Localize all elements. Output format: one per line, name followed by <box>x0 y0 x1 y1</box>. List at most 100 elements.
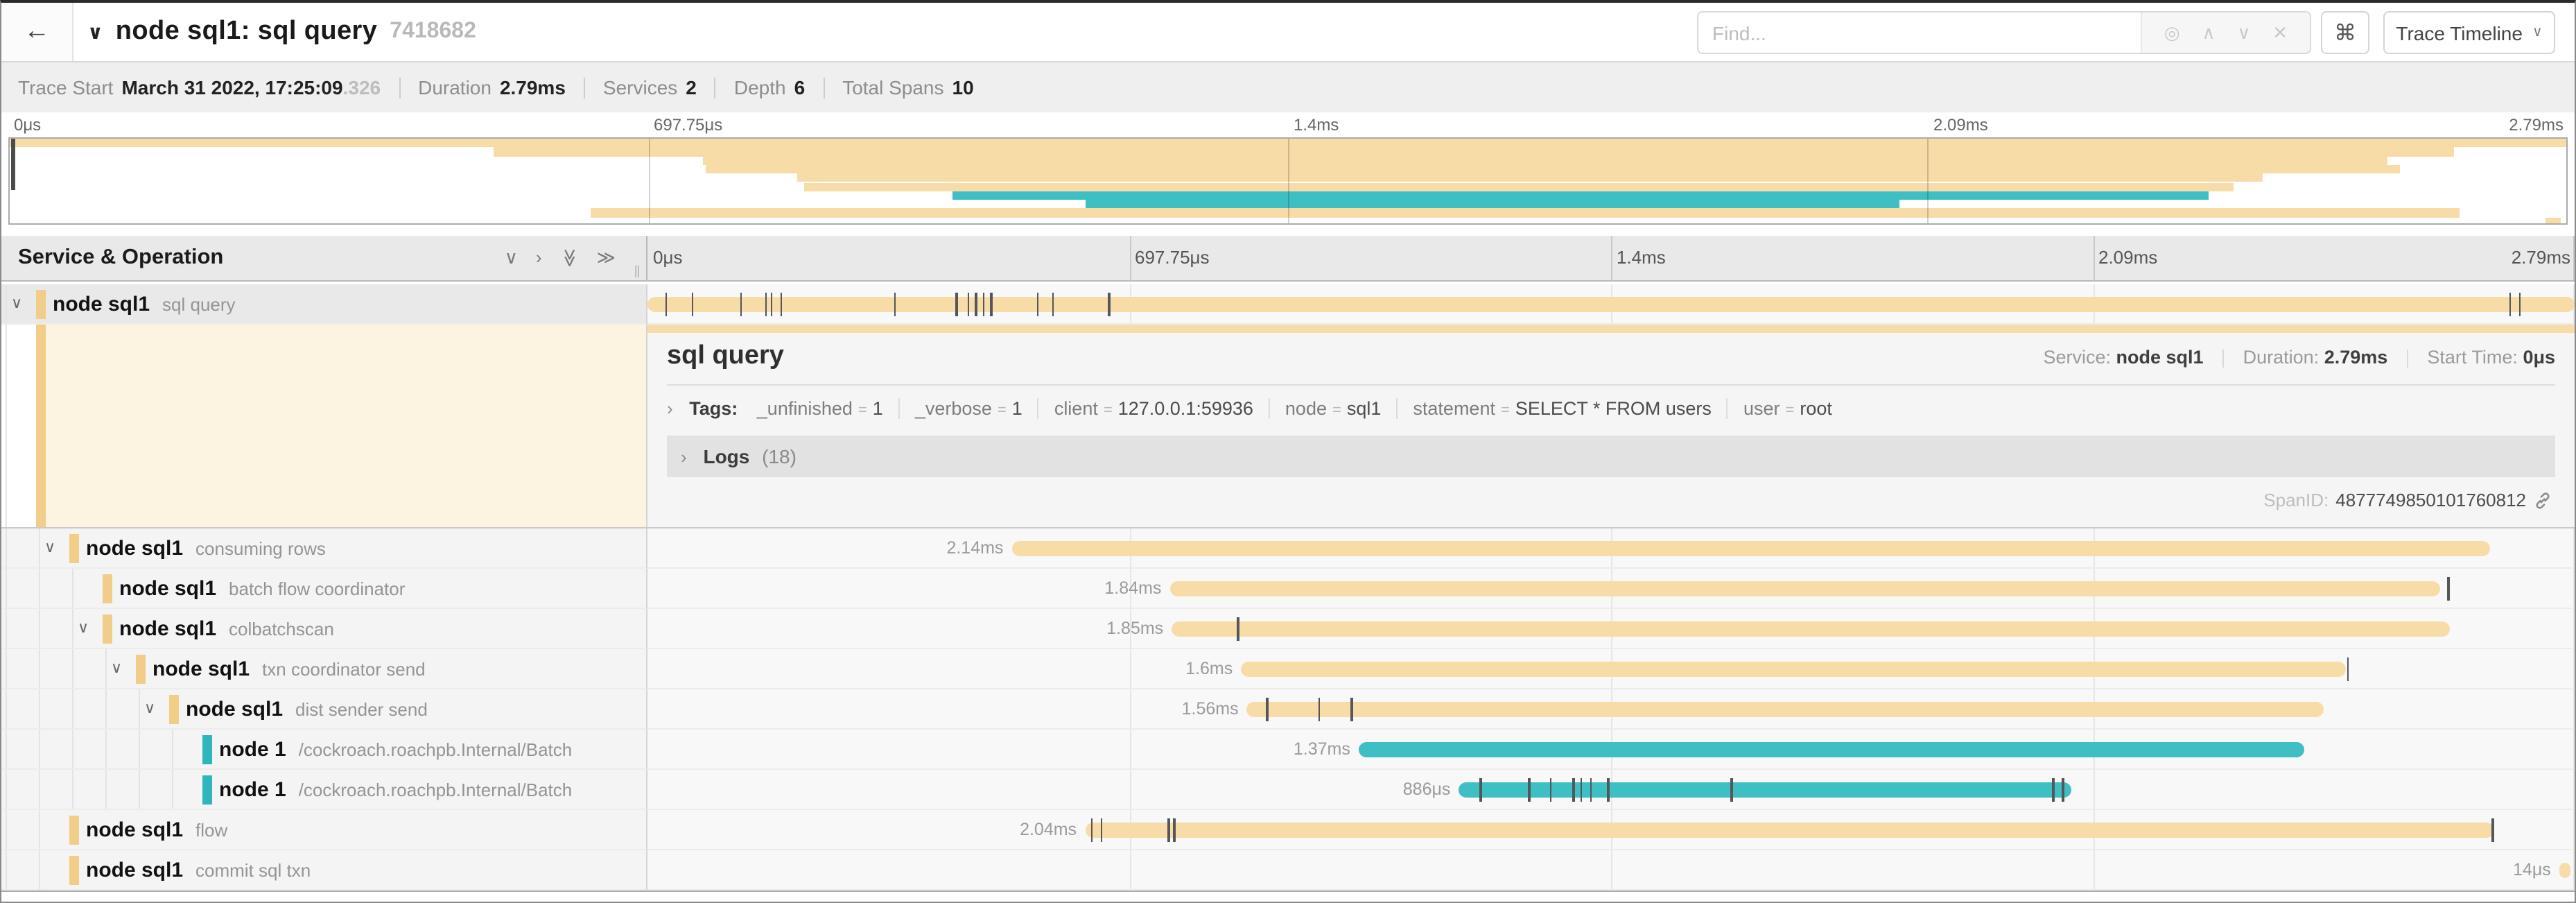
span-bar-cell[interactable]: 886μs <box>647 770 2575 810</box>
span-bar[interactable] <box>1011 541 2490 556</box>
span-bar[interactable] <box>1358 742 2305 757</box>
span-bar-cell[interactable] <box>647 284 2575 325</box>
log-marker-tick[interactable] <box>2509 293 2512 316</box>
log-marker-tick[interactable] <box>1090 818 1093 842</box>
log-marker-tick[interactable] <box>2062 778 2064 802</box>
span-row[interactable]: node sql1 commit sql txn 14μs <box>1 850 2575 891</box>
log-marker-tick[interactable] <box>967 293 970 316</box>
chevron-down-icon[interactable]: ∨ <box>143 700 156 717</box>
span-bar[interactable] <box>1459 782 2072 798</box>
span-bar[interactable] <box>647 297 2575 312</box>
log-marker-tick[interactable] <box>691 293 694 316</box>
minimap-canvas[interactable] <box>8 137 2568 225</box>
span-bar[interactable] <box>1169 581 2440 596</box>
log-marker-tick[interactable] <box>1572 778 1575 802</box>
span-row[interactable]: ∨ node sql1 sql query <box>1 284 2575 325</box>
log-marker-tick[interactable] <box>1266 698 1269 721</box>
log-marker-tick[interactable] <box>1350 698 1353 721</box>
log-marker-tick[interactable] <box>1590 778 1592 802</box>
log-marker-tick[interactable] <box>2491 818 2494 842</box>
log-marker-tick[interactable] <box>780 293 783 316</box>
span-name-cell[interactable]: node sql1 commit sql txn <box>1 850 647 891</box>
minimap-viewport-handle[interactable] <box>11 139 15 190</box>
log-marker-tick[interactable] <box>770 293 773 316</box>
log-marker-tick[interactable] <box>894 293 896 316</box>
span-bar-cell[interactable]: 2.04ms <box>647 810 2575 850</box>
find-clear-icon[interactable]: ✕ <box>2272 22 2288 42</box>
span-bar-cell[interactable]: 14μs <box>647 850 2575 891</box>
expand-one-icon[interactable]: › <box>535 247 542 268</box>
span-row[interactable]: ∨ node sql1 txn coordinator send 1.6ms <box>1 649 2575 689</box>
logs-row[interactable]: › Logs (18) <box>667 436 2555 477</box>
log-marker-tick[interactable] <box>740 293 742 316</box>
span-row[interactable]: ∨ node sql1 dist sender send 1.56ms <box>1 689 2575 730</box>
span-row[interactable]: node sql1 batch flow coordinator 1.84ms <box>1 569 2575 609</box>
chevron-down-icon[interactable]: ∨ <box>110 660 123 677</box>
collapse-trace-chevron-icon[interactable]: ∨ <box>87 20 103 42</box>
log-marker-tick[interactable] <box>2447 577 2450 601</box>
span-name-cell[interactable]: ∨ node sql1 colbatchscan <box>1 609 647 649</box>
collapse-one-icon[interactable]: ∨ <box>504 247 518 268</box>
span-row[interactable]: node sql1 flow 2.04ms <box>1 810 2575 850</box>
span-row[interactable]: node 1/cockroach.roachpb.Internal/Batch 8… <box>1 770 2575 810</box>
keyboard-shortcuts-button[interactable]: ⌘ <box>2321 11 2369 54</box>
find-next-icon[interactable]: ∨ <box>2237 22 2251 42</box>
log-marker-tick[interactable] <box>990 293 993 316</box>
span-name-cell[interactable]: node sql1 batch flow coordinator <box>1 569 647 609</box>
log-marker-tick[interactable] <box>1100 818 1103 842</box>
chevron-down-icon[interactable]: ∨ <box>77 620 89 637</box>
log-marker-tick[interactable] <box>1580 778 1583 802</box>
tags-row[interactable]: › Tags: _unfinished = 1 _verbose = 1 client = 12… <box>667 386 2555 430</box>
span-bar-cell[interactable]: 1.84ms <box>647 569 2575 609</box>
span-name-cell[interactable]: node sql1 flow <box>1 810 647 850</box>
log-marker-tick[interactable] <box>1549 778 1551 802</box>
span-bar[interactable] <box>2559 863 2571 878</box>
expand-all-icon[interactable]: ≫ <box>596 247 616 268</box>
log-marker-tick[interactable] <box>982 293 985 316</box>
log-marker-tick[interactable] <box>1479 778 1482 802</box>
span-name-cell[interactable]: node 1/cockroach.roachpb.Internal/Batch <box>1 730 647 770</box>
collapse-all-icon[interactable]: ≫ <box>559 248 581 268</box>
span-name-cell[interactable]: node 1/cockroach.roachpb.Internal/Batch <box>1 770 647 810</box>
span-bar-cell[interactable]: 2.14ms <box>647 528 2575 569</box>
log-marker-tick[interactable] <box>765 293 767 316</box>
log-marker-tick[interactable] <box>1052 293 1054 316</box>
log-marker-tick[interactable] <box>955 293 958 316</box>
log-marker-tick[interactable] <box>1167 818 1170 842</box>
span-row[interactable]: ∨ node sql1 colbatchscan 1.85ms <box>1 609 2575 649</box>
log-marker-tick[interactable] <box>1318 698 1321 721</box>
log-marker-tick[interactable] <box>1108 293 1111 316</box>
log-marker-tick[interactable] <box>1528 778 1531 802</box>
span-bar-cell[interactable]: 1.37ms <box>647 730 2575 770</box>
span-bar[interactable] <box>1241 662 2346 677</box>
log-marker-tick[interactable] <box>1607 778 1610 802</box>
back-button[interactable]: ← <box>1 3 73 61</box>
span-name-cell[interactable]: ∨ node sql1 txn coordinator send <box>1 649 647 689</box>
chevron-down-icon[interactable]: ∨ <box>10 295 23 312</box>
span-bar[interactable] <box>1085 823 2494 838</box>
span-name-cell[interactable]: ∨ node sql1 sql query <box>1 284 647 325</box>
log-marker-tick[interactable] <box>1173 818 1176 842</box>
log-marker-tick[interactable] <box>1730 778 1733 802</box>
log-marker-tick[interactable] <box>665 293 667 316</box>
find-prev-icon[interactable]: ∧ <box>2202 22 2216 42</box>
span-row[interactable]: node 1/cockroach.roachpb.Internal/Batch 1… <box>1 730 2575 770</box>
column-resizer-grip[interactable]: ‖ <box>634 262 641 282</box>
view-selector-button[interactable]: Trace Timeline ∨ <box>2383 11 2555 54</box>
link-icon[interactable] <box>2533 490 2552 510</box>
span-bar-cell[interactable]: 1.85ms <box>647 609 2575 649</box>
span-row[interactable]: ∨ node sql1 consuming rows 2.14ms <box>1 528 2575 569</box>
span-bar[interactable] <box>1172 621 2450 637</box>
chevron-down-icon[interactable]: ∨ <box>44 540 56 556</box>
log-marker-tick[interactable] <box>1237 617 1239 641</box>
span-name-cell[interactable]: ∨ node sql1 consuming rows <box>1 528 647 569</box>
locate-icon[interactable]: ◎ <box>2164 22 2180 42</box>
log-marker-tick[interactable] <box>2052 778 2055 802</box>
span-bar-cell[interactable]: 1.6ms <box>647 649 2575 689</box>
span-bar[interactable] <box>1246 702 2324 717</box>
span-bar-cell[interactable]: 1.56ms <box>647 689 2575 730</box>
find-input[interactable] <box>1698 12 2141 53</box>
log-marker-tick[interactable] <box>975 293 977 316</box>
log-marker-tick[interactable] <box>2518 293 2521 316</box>
log-marker-tick[interactable] <box>1036 293 1039 316</box>
